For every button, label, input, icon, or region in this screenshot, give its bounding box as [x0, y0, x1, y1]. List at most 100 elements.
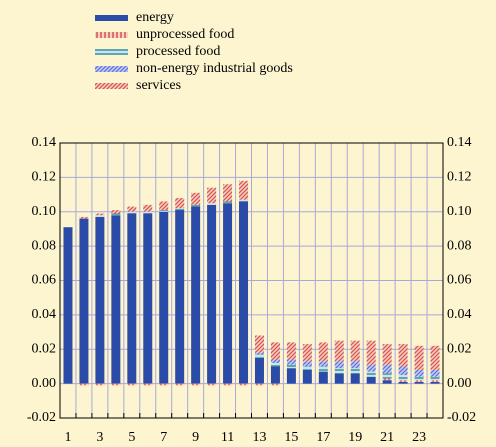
bar-segment [127, 213, 137, 384]
bar-segment [207, 383, 217, 386]
y-tick-label: 0.06 [32, 273, 57, 288]
bar-segment [175, 198, 185, 209]
bar-segment [223, 201, 233, 204]
bar-segment [382, 380, 392, 384]
bar-segment [366, 376, 376, 384]
bar-segment [159, 201, 169, 211]
y-tick-label: 0.14 [32, 135, 57, 150]
bar-segment [159, 211, 169, 384]
legend-label: unprocessed food [136, 27, 234, 42]
y-tick-label: -0.02 [27, 410, 56, 425]
legend-label: non-energy industrial goods [136, 61, 293, 76]
y2-tick-label: 0.12 [447, 170, 472, 185]
bar-segment [318, 342, 328, 362]
bar-segment [270, 383, 280, 386]
x-tick-label: 15 [284, 430, 298, 445]
bar-segment [79, 216, 89, 219]
legend-swatch [95, 83, 128, 89]
x-tick-label: 9 [192, 430, 199, 445]
y-tick-label: 0.08 [32, 238, 57, 253]
bar-segment [430, 345, 440, 370]
bar-segment [302, 344, 312, 362]
y-tick-label: 0.02 [32, 341, 57, 356]
bar-segment [111, 213, 121, 216]
x-tick-label: 11 [221, 430, 234, 445]
bar-segment [286, 368, 296, 384]
x-tick-label: 3 [96, 430, 103, 445]
y-tick-label: 0.00 [32, 376, 57, 391]
y-tick-label: 0.12 [32, 170, 57, 185]
bar-segment [334, 373, 344, 384]
x-tick-label: 13 [252, 430, 266, 445]
legend-label: services [136, 78, 181, 93]
bar-segment [286, 364, 296, 369]
x-tick-label: 23 [412, 430, 426, 445]
bar-segment [223, 184, 233, 202]
legend-swatch [95, 15, 128, 21]
bar-segment [207, 187, 217, 204]
y-tick-label: 0.10 [32, 204, 57, 219]
bar-segment [111, 215, 121, 384]
bar-segment [143, 204, 153, 212]
bar-segment [398, 375, 408, 381]
bar-segment [350, 340, 360, 362]
bar-segment [270, 363, 280, 367]
bar-segment [318, 371, 328, 384]
bar-segment [175, 208, 185, 211]
bar-segment [318, 366, 328, 372]
bar-segment [334, 368, 344, 374]
bar-segment [239, 383, 249, 386]
bar-segment [95, 383, 105, 386]
y2-tick-label: 0.02 [447, 341, 472, 356]
legend-swatch [95, 32, 128, 38]
bar-segment [175, 383, 185, 386]
bar-segment [239, 180, 249, 200]
bar-segment [239, 201, 249, 384]
bar-segment [366, 340, 376, 365]
bar-segment [398, 380, 408, 382]
bar-segment [350, 361, 360, 369]
bar-segment [175, 210, 185, 384]
bar-segment [191, 192, 201, 205]
bar-segment [398, 344, 408, 367]
bar-segment [143, 213, 153, 384]
bar-segment [239, 199, 249, 202]
bar-segment [191, 383, 201, 386]
legend-label: processed food [136, 44, 220, 59]
bar-segment [382, 344, 392, 365]
bar-segment [398, 381, 408, 384]
bar-segment [95, 216, 105, 384]
bar-segment [191, 204, 201, 207]
y-tick-label: 0.04 [32, 307, 57, 322]
bar-segment [143, 383, 153, 386]
plot-border [59, 142, 444, 419]
bar-segment [159, 210, 169, 212]
bar-segment [334, 340, 344, 362]
bar-segment [366, 364, 376, 372]
bar-segment [414, 380, 424, 382]
legend-swatch [95, 66, 128, 72]
x-tick-label: 5 [128, 430, 135, 445]
bar-segment [382, 378, 392, 381]
bar-segment [382, 364, 392, 374]
bar-segment [318, 361, 328, 367]
bar-segment [95, 213, 105, 216]
bar-segment [286, 342, 296, 360]
bar-segment [414, 369, 424, 377]
bar-segment [254, 357, 264, 384]
bar-segment [79, 383, 89, 386]
bar-segment [127, 211, 137, 214]
bar-segment [366, 371, 376, 377]
x-tick-label: 17 [316, 430, 330, 445]
bar-segment [350, 373, 360, 384]
bar-segment [63, 227, 73, 384]
bar-segment [302, 369, 312, 384]
bar-segment [127, 383, 137, 386]
bar-segment [270, 359, 280, 363]
bar-segment [254, 352, 264, 355]
y2-tick-label: 0.10 [447, 204, 472, 219]
bar-segment [254, 383, 264, 386]
bar-segment [414, 376, 424, 381]
bar-segment [254, 354, 264, 358]
